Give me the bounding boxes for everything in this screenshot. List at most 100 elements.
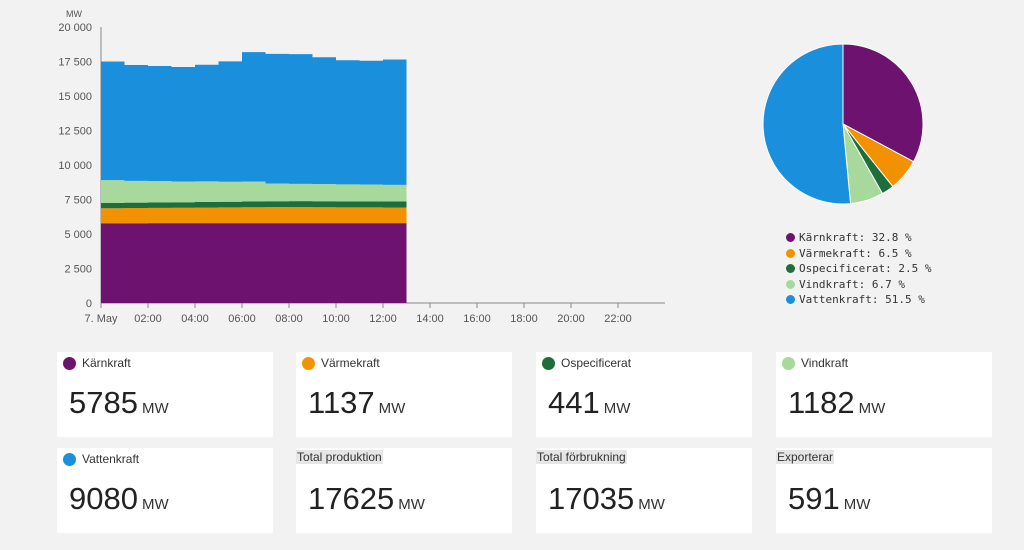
- card-karnkraft: Kärnkraft 5785 MW: [57, 352, 273, 437]
- card-title: Total produktion: [296, 450, 383, 464]
- card-total-forbrukning: Total förbrukning 17035 MW: [536, 448, 752, 533]
- y-tick-label: 15 000: [58, 91, 92, 103]
- area-karnkraft[interactable]: [101, 223, 407, 303]
- card-title: Värmekraft: [321, 356, 380, 370]
- x-tick-label: 02:00: [134, 313, 162, 325]
- card-number: 591: [788, 481, 840, 516]
- y-tick-label: 2 500: [64, 264, 92, 276]
- card-dot: [63, 356, 76, 370]
- area-vattenkraft[interactable]: [101, 52, 407, 186]
- legend-label: Värmekraft: 6.5 %: [799, 246, 912, 260]
- y-tick-label: 12 500: [58, 126, 92, 138]
- card-title: Kärnkraft: [82, 356, 131, 370]
- legend-item-karnkraft[interactable]: Kärnkraft: 32.8 %: [786, 230, 931, 246]
- x-tick-label: 18:00: [510, 313, 538, 325]
- card-title: Vattenkraft: [82, 452, 140, 466]
- legend-item-vindkraft[interactable]: Vindkraft: 6.7 %: [786, 277, 931, 293]
- y-tick-label: 5 000: [64, 229, 92, 241]
- y-tick-label: 0: [86, 298, 92, 310]
- legend-label: Kärnkraft: 32.8 %: [799, 231, 912, 245]
- card-header: Vattenkraft: [63, 452, 139, 466]
- card-header: Total förbrukning: [536, 450, 627, 464]
- legend-dot: [786, 295, 795, 305]
- card-value: 441 MW: [548, 385, 630, 421]
- card-number: 1137: [308, 385, 375, 420]
- card-ospecificerat: Ospecificerat 441 MW: [536, 352, 752, 437]
- card-number: 17625: [308, 481, 395, 516]
- card-unit: MW: [843, 496, 871, 513]
- card-title: Vindkraft: [801, 356, 849, 370]
- y-unit-label: MW: [66, 9, 82, 19]
- x-tick-label: 10:00: [322, 313, 350, 325]
- card-value: 1182 MW: [788, 385, 885, 421]
- legend-label: Ospecificerat: 2.5 %: [799, 262, 932, 276]
- area-varmekraft[interactable]: [101, 207, 407, 224]
- y-tick-label: 7 500: [64, 195, 92, 207]
- card-unit: MW: [638, 496, 665, 513]
- x-axis: 7. May 02:00 04:00 06:00 08:00 10:00 12:00 14:0…: [84, 302, 665, 325]
- card-number: 5785: [69, 385, 138, 420]
- card-exporterar: Exporterar 591 MW: [776, 448, 992, 533]
- card-header: Ospecificerat: [542, 356, 631, 370]
- card-value: 9080 MW: [69, 481, 169, 517]
- legend-dot: [786, 248, 795, 258]
- card-unit: MW: [603, 400, 631, 417]
- pie-legend: Kärnkraft: 32.8 % Värmekraft: 6.5 % Ospe…: [786, 230, 931, 308]
- y-tick-label: 10 000: [58, 160, 92, 172]
- legend-item-varmekraft[interactable]: Värmekraft: 6.5 %: [786, 246, 931, 262]
- card-unit: MW: [858, 400, 886, 417]
- x-tick-label: 12:00: [369, 313, 397, 325]
- card-total-produktion: Total produktion 17625 MW: [296, 448, 512, 533]
- legend-label: Vattenkraft: 51.5 %: [799, 293, 925, 307]
- card-value: 17035 MW: [548, 481, 665, 517]
- x-tick-label: 06:00: [228, 313, 256, 325]
- pie-slice-karnkraft[interactable]: [842, 43, 924, 163]
- card-header: Total produktion: [296, 450, 383, 464]
- stacked-area-chart: MW 0 2 500 5 000 7 500 10 000 12 500 15 000 17 …: [58, 9, 665, 325]
- legend-dot: [786, 233, 795, 243]
- legend-dot: [786, 279, 795, 289]
- card-number: 1182: [788, 385, 855, 420]
- card-header: Kärnkraft: [63, 356, 131, 370]
- x-tick-label: 22:00: [604, 313, 632, 325]
- card-header: Exporterar: [776, 450, 835, 464]
- card-value: 591 MW: [788, 481, 870, 517]
- pie-slice-vattenkraft[interactable]: [762, 43, 852, 205]
- area-ospecificerat[interactable]: [101, 201, 407, 209]
- y-axis: 0 2 500 5 000 7 500 10 000 12 500 15 000 17 500…: [58, 22, 102, 310]
- x-tick-label: 08:00: [275, 313, 303, 325]
- card-unit: MW: [398, 496, 425, 513]
- x-tick-label: 14:00: [416, 313, 444, 325]
- card-dot: [63, 452, 76, 466]
- legend-label: Vindkraft: 6.7 %: [799, 277, 905, 291]
- card-number: 9080: [69, 481, 138, 516]
- card-dot: [302, 356, 315, 370]
- legend-item-vattenkraft[interactable]: Vattenkraft: 51.5 %: [786, 292, 931, 308]
- y-tick-label: 20 000: [58, 22, 92, 34]
- card-title: Exporterar: [776, 450, 835, 464]
- card-dot: [542, 356, 555, 370]
- card-unit: MW: [141, 400, 169, 417]
- card-vindkraft: Vindkraft 1182 MW: [776, 352, 992, 437]
- area-vindkraft[interactable]: [101, 180, 407, 203]
- card-value: 1137 MW: [308, 385, 405, 421]
- legend-item-ospecificerat[interactable]: Ospecificerat: 2.5 %: [786, 261, 931, 277]
- card-title: Total förbrukning: [536, 450, 627, 464]
- x-tick-label: 7. May: [84, 313, 118, 325]
- card-dot: [782, 356, 795, 370]
- x-tick-label: 20:00: [557, 313, 585, 325]
- series-areas: [101, 52, 407, 303]
- card-unit: MW: [141, 496, 169, 513]
- card-varmekraft: Värmekraft 1137 MW: [296, 352, 512, 437]
- card-number: 441: [548, 385, 600, 420]
- pie-chart: [762, 43, 924, 205]
- card-header: Vindkraft: [782, 356, 848, 370]
- card-number: 17035: [548, 481, 635, 516]
- legend-dot: [786, 264, 795, 274]
- card-vattenkraft: Vattenkraft 9080 MW: [57, 448, 273, 533]
- card-unit: MW: [378, 400, 406, 417]
- x-tick-label: 04:00: [181, 313, 209, 325]
- card-value: 17625 MW: [308, 481, 425, 517]
- card-header: Värmekraft: [302, 356, 380, 370]
- card-title: Ospecificerat: [561, 356, 632, 370]
